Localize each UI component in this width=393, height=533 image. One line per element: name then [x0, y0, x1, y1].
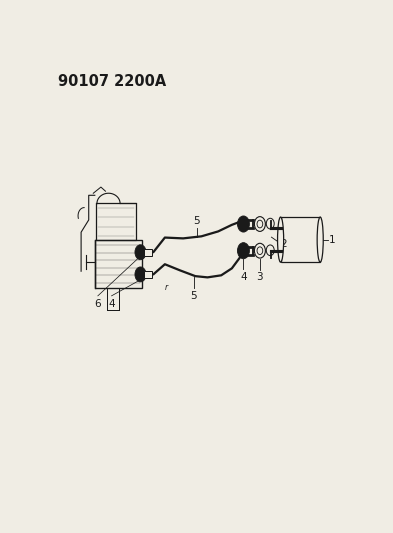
Bar: [96, 204, 136, 240]
Circle shape: [266, 245, 274, 256]
Circle shape: [254, 216, 265, 231]
Text: 1: 1: [329, 235, 335, 245]
Bar: [95, 240, 142, 288]
Circle shape: [266, 219, 274, 229]
Text: r: r: [165, 283, 168, 292]
Text: 5: 5: [193, 216, 200, 226]
Text: 4: 4: [240, 272, 247, 282]
Circle shape: [135, 245, 146, 260]
Text: 4: 4: [108, 299, 115, 309]
Bar: [281, 217, 320, 262]
Circle shape: [257, 247, 263, 255]
Circle shape: [254, 243, 265, 258]
Circle shape: [237, 243, 250, 259]
Circle shape: [237, 216, 250, 232]
Ellipse shape: [277, 217, 284, 262]
Text: 6: 6: [95, 299, 101, 309]
Circle shape: [257, 220, 263, 228]
Text: 2: 2: [280, 239, 286, 249]
Text: 5: 5: [191, 290, 197, 301]
Ellipse shape: [317, 217, 323, 262]
Text: 90107 2200A: 90107 2200A: [58, 74, 167, 89]
Bar: [144, 271, 152, 278]
Circle shape: [135, 267, 146, 282]
Bar: [144, 249, 152, 255]
Text: 3: 3: [257, 272, 263, 282]
